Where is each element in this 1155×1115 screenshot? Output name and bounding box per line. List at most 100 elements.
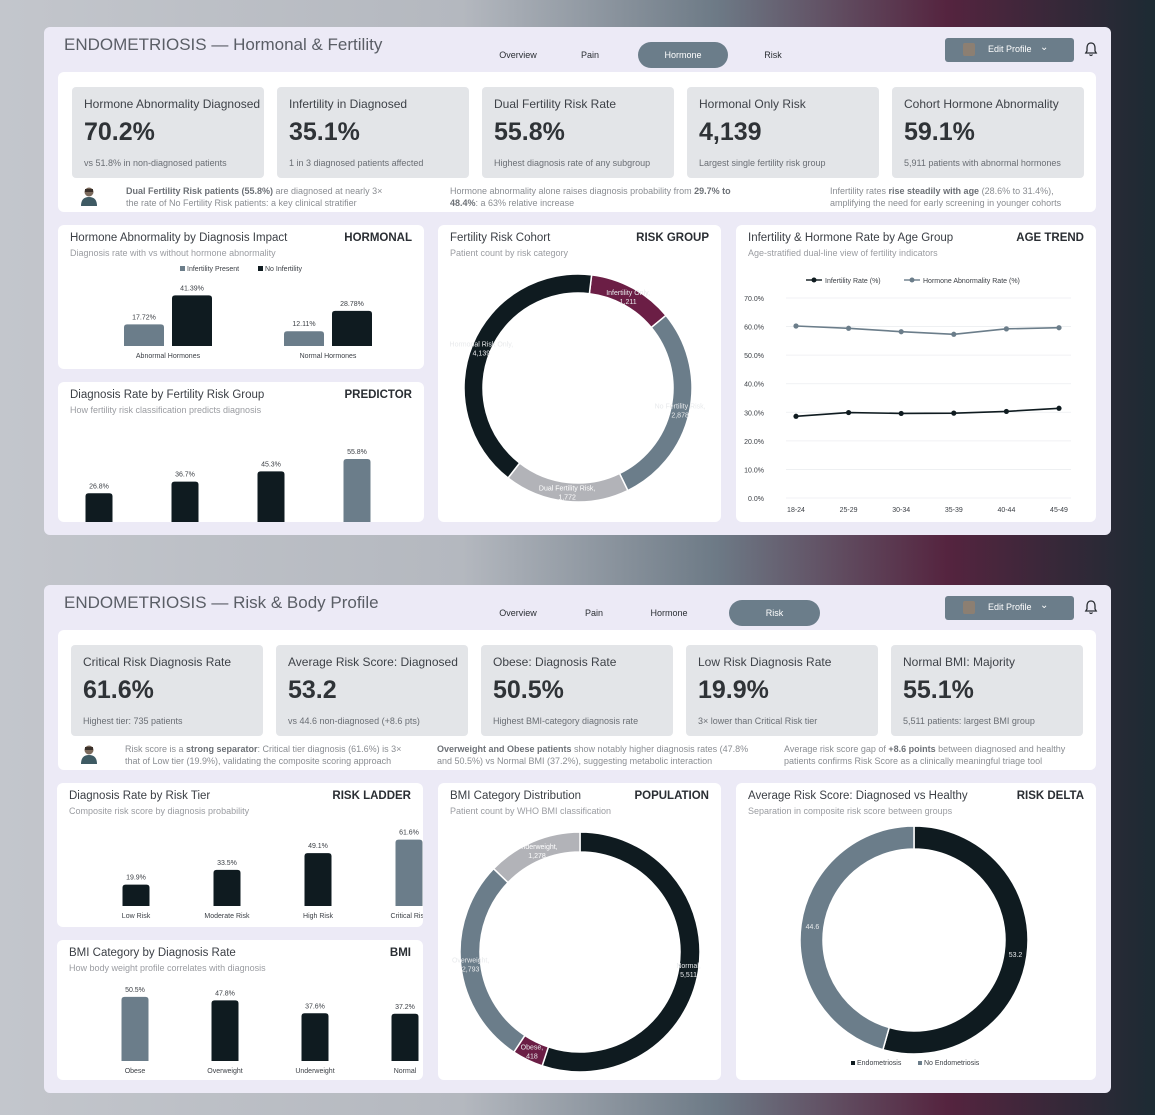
data-point — [1056, 325, 1062, 331]
bar — [332, 310, 372, 346]
card-tag: BMI — [389, 947, 411, 959]
y-tick-label: 60.0% — [744, 325, 764, 332]
card-tag: RISK DELTA — [1016, 790, 1084, 802]
x-tick-label: 35-39 — [945, 507, 963, 514]
risk-delta-chart: 53.2 44.6 Endometriosis No Endometriosis — [799, 825, 1029, 1067]
tab-overview[interactable]: Overview — [499, 50, 537, 60]
card-subtitle: How body weight profile correlates with … — [69, 963, 266, 973]
y-tick-label: 0.0% — [748, 496, 764, 503]
kpi-title: Average Risk Score: Diagnosed — [288, 655, 458, 669]
x-tick-label: 18-24 — [787, 507, 805, 514]
tab-pain[interactable]: Pain — [584, 608, 603, 618]
slice-label: 44.6 — [806, 924, 820, 931]
card-tag: POPULATION — [634, 790, 709, 802]
tick-label: Abnormal Hormones — [136, 353, 201, 360]
x-tick-label: 40-44 — [997, 507, 1015, 514]
data-point — [1056, 405, 1062, 411]
kpi-card: Cohort Hormone Abnormality 59.1% 5,911 p… — [892, 87, 1084, 178]
kpi-title: Cohort Hormone Abnormality — [904, 97, 1059, 111]
legend-label: Endometriosis — [857, 1060, 902, 1067]
bar — [391, 1013, 419, 1061]
data-point — [951, 331, 957, 337]
tick-label: Normal — [394, 1068, 417, 1075]
y-tick-label: 50.0% — [744, 353, 764, 360]
y-tick-label: 40.0% — [744, 382, 764, 389]
bar — [395, 839, 423, 906]
chart-card-predictor: Diagnosis Rate by Fertility Risk Group H… — [58, 382, 424, 522]
edit-profile-button[interactable]: Edit Profile ⌄ — [945, 596, 1074, 620]
chart-card-population: BMI Category Distribution Patient count … — [438, 783, 721, 1080]
data-point — [846, 409, 852, 416]
chevron-down-icon: ⌄ — [1040, 42, 1049, 53]
kpi-value: 55.1% — [903, 676, 974, 704]
donut-slice — [799, 825, 915, 1051]
data-label: 12.11% — [292, 321, 315, 328]
dashboard-hormonal: ENDOMETRIOSIS — Hormonal & Fertility Ove… — [44, 27, 1111, 535]
tab-risk[interactable]: Risk — [764, 50, 782, 60]
data-label: 50.5% — [125, 987, 145, 994]
slice-label: Hormonal Risk Only, — [450, 342, 514, 349]
kpi-title: Infertility in Diagnosed — [289, 97, 408, 111]
bar — [172, 295, 212, 346]
bell-icon[interactable] — [1084, 599, 1098, 615]
analyst-avatar — [80, 186, 98, 206]
tick-label: High Risk — [303, 913, 333, 920]
edit-profile-button[interactable]: Edit Profile ⌄ — [945, 38, 1074, 62]
kpi-value: 61.6% — [83, 676, 154, 704]
card-title: Diagnosis Rate by Risk Tier — [69, 790, 211, 802]
legend-marker — [909, 277, 915, 283]
card-title: Average Risk Score: Diagnosed vs Healthy — [748, 790, 968, 802]
card-subtitle: Age-stratified dual-line view of fertili… — [748, 248, 938, 258]
kpi-title: Hormone Abnormality Diagnosed — [84, 97, 261, 111]
legend-label: Hormone Abnormality Rate (%) — [923, 278, 1020, 285]
card-subtitle: Patient count by risk category — [450, 248, 569, 258]
insight-text: Hormone abnormality alone raises diagnos… — [450, 186, 731, 208]
slice-label: Normal, — [676, 963, 701, 970]
card-tag: PREDICTOR — [344, 389, 412, 401]
data-label: 19.9% — [126, 875, 146, 882]
slice-label: Obese, — [521, 1044, 544, 1051]
fertility-cohort-chart: Infertility Only, 1,211 No Fertility Risk,… — [450, 273, 706, 503]
chart-card-bmi: BMI Category by Diagnosis Rate How body … — [57, 940, 423, 1080]
data-point — [793, 323, 799, 329]
bar — [343, 458, 371, 522]
kpi-card: Normal BMI: Majority 55.1% 5,511 patient… — [891, 645, 1083, 736]
data-label: 28.78% — [340, 301, 364, 308]
kpi-subtext: Highest tier: 735 patients — [83, 716, 183, 726]
tab-overview[interactable]: Overview — [499, 608, 537, 618]
card-subtitle: Diagnosis rate with vs without hormone a… — [70, 248, 276, 258]
donut-slice — [492, 831, 581, 884]
chart-card-ladder: Diagnosis Rate by Risk Tier Composite ri… — [57, 783, 423, 927]
tab-hormone[interactable]: Hormone — [638, 42, 728, 68]
kpi-title: Critical Risk Diagnosis Rate — [83, 655, 232, 669]
donut-slice — [541, 831, 701, 1073]
tick-label: Moderate Risk — [204, 913, 250, 920]
chart-card-agetrend: Infertility & Hormone Rate by Age Group … — [736, 225, 1096, 522]
bar — [301, 1013, 329, 1061]
tab-risk[interactable]: Risk — [729, 600, 820, 626]
kpi-value: 19.9% — [698, 676, 769, 704]
data-point — [951, 410, 957, 416]
chart-card-riskgroup: Fertility Risk Cohort Patient count by r… — [438, 225, 721, 522]
data-label: 55.8% — [347, 449, 367, 456]
slice-label: 1,278 — [528, 853, 546, 860]
slice-label: Underweight, — [516, 844, 557, 851]
fertility-predictor-chart: 26.8%No Fertility Risk36.7%Infertility O… — [85, 449, 371, 522]
card-title: Fertility Risk Cohort — [450, 232, 551, 244]
slice-label: 2,793 — [462, 967, 480, 974]
edit-profile-label: Edit Profile — [988, 602, 1032, 612]
bar — [211, 1000, 239, 1061]
chart-card-delta: Average Risk Score: Diagnosed vs Healthy… — [736, 783, 1096, 1080]
kpi-card: Average Risk Score: Diagnosed 53.2 vs 44… — [276, 645, 468, 736]
legend-swatch — [180, 266, 185, 271]
y-tick-label: 20.0% — [744, 439, 764, 446]
series-line — [795, 407, 1060, 418]
tab-hormone[interactable]: Hormone — [650, 608, 688, 618]
tab-pain[interactable]: Pain — [580, 50, 599, 60]
tick-label: Underweight — [295, 1068, 334, 1075]
bmi-distribution-chart: Normal, 5,511 Obese, 418 Overweight, 2,793 Und… — [452, 831, 701, 1073]
bell-icon[interactable] — [1084, 41, 1098, 57]
x-tick-label: 25-29 — [840, 507, 858, 514]
donut-slice — [881, 825, 1029, 1055]
kpi-value: 53.2 — [288, 676, 337, 704]
